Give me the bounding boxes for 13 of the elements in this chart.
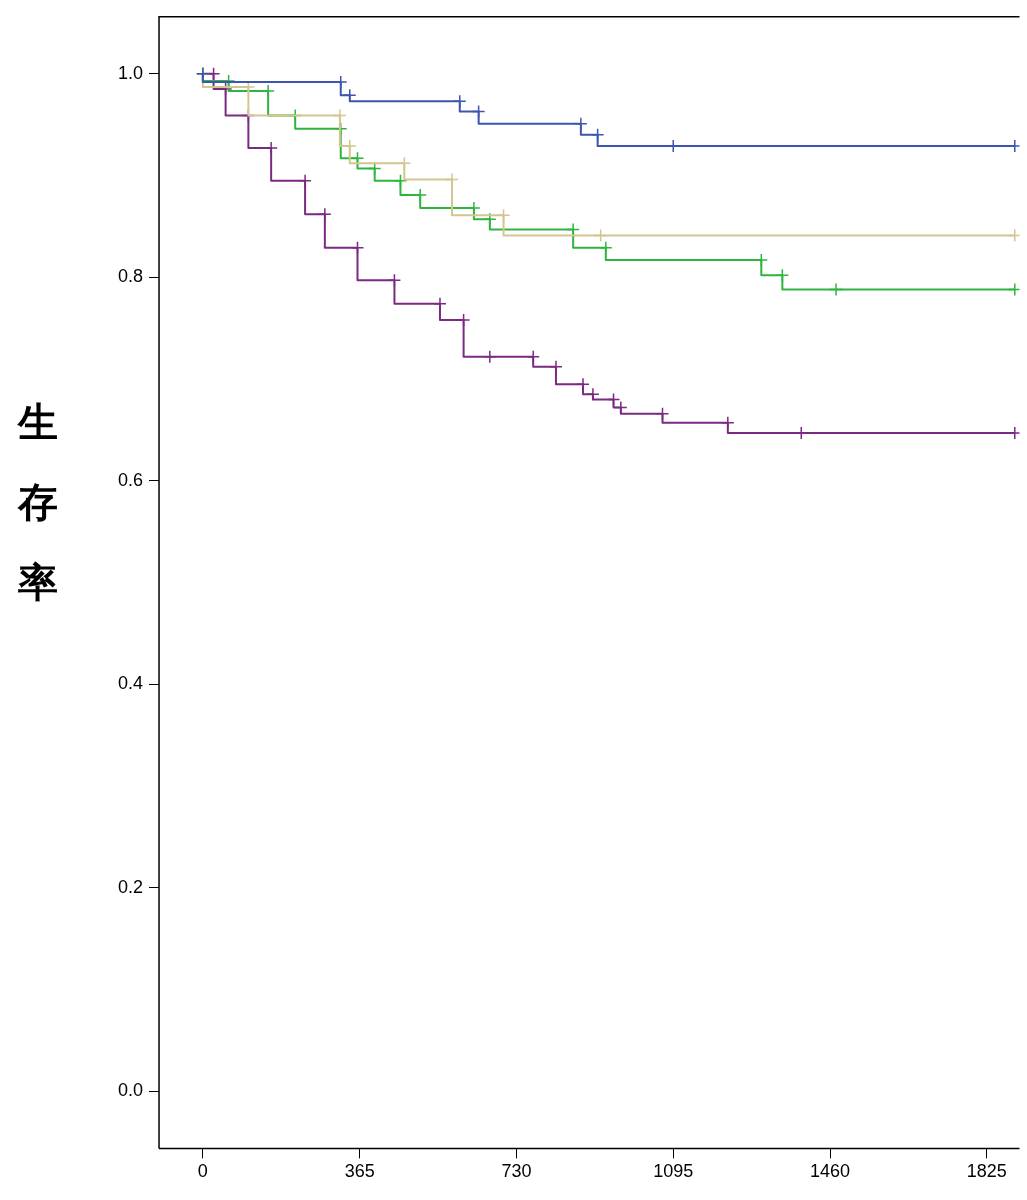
x-tick-label: 1095 (653, 1161, 694, 1182)
y-tick-label: 0.2 (117, 876, 144, 897)
y-tick-label: 1.0 (117, 62, 144, 83)
y-axis-title: 生存率 (18, 397, 59, 607)
y-tick-label: 0.6 (117, 469, 144, 490)
x-tick-label: 1460 (810, 1161, 851, 1182)
y-tick-label: 0.8 (117, 266, 144, 287)
x-tick-label: 730 (501, 1161, 532, 1182)
x-tick-label: 1825 (966, 1161, 1007, 1182)
x-tick-label: 0 (197, 1161, 208, 1182)
y-tick-label: 0.0 (117, 1080, 144, 1101)
y-tick-label: 0.4 (117, 673, 144, 694)
x-tick-label: 365 (344, 1161, 375, 1182)
